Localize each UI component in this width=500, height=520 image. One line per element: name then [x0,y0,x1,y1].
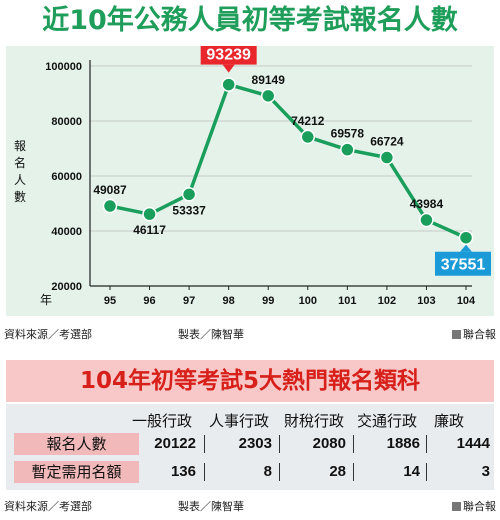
table-cell: 2080 [312,435,346,452]
y-tick-label: 100000 [45,61,82,73]
data-point [340,142,355,157]
column-header: 廉政 [434,412,465,430]
table-cell: 8 [263,463,272,480]
source-line: 資料來源／考選部 製表／陳智華 聯合報 [0,326,500,344]
y-axis-label-char: 報 [14,139,26,153]
x-tick-label: 101 [338,295,356,307]
x-tick-label: 96 [143,295,155,307]
column-divider [204,463,205,481]
x-tick-label: 99 [262,295,274,307]
data-point [458,230,474,245]
source-text: 資料來源／考選部 [4,500,92,513]
chart-panel: 20000 40000 60000 80000 100000 報名人數年 95 96 97 98 9… [6,42,494,316]
table-cell: 1444 [456,435,490,452]
x-unit-label: 年 [40,293,52,307]
data-label: 66724 [370,135,404,149]
data-point [379,150,395,165]
data-point [142,206,157,222]
table-cell: 14 [403,463,420,480]
data-label: 74212 [291,114,325,128]
y-tick-label: 80000 [51,116,82,128]
data-label: 93239 [206,47,251,64]
column-header: 財稅行政 [284,412,345,430]
column-divider [426,435,427,453]
x-tick-label: 104 [457,295,476,307]
table-title: 104年初等考試5大熱門報名類科 [6,360,494,402]
x-tick-label: 95 [104,295,116,307]
y-axis-label-char: 名 [14,155,26,170]
table-cell: 28 [329,463,346,480]
column-divider [353,463,354,481]
data-point [260,88,276,104]
chart-title: 近10年公務人員初等考試報名人數 [42,5,458,36]
series-line [109,82,467,240]
max-label-box [200,42,257,65]
last-label-pointer [460,244,472,252]
data-point [300,129,316,145]
category-table: 一般行政 人事行政 財稅行政 交通行政 廉政 報名人數 20122 2303 2… [6,404,494,490]
x-tick-label: 97 [183,295,195,307]
x-tick-label: 102 [378,295,396,307]
y-tick-label: 60000 [51,171,82,183]
column-header: 交通行政 [357,412,418,430]
column-divider [279,435,280,453]
x-tick-label: 103 [417,295,435,307]
data-label: 43984 [410,197,444,211]
column-divider [204,435,205,453]
table-cell: 3 [481,463,490,480]
y-axis-label-char: 數 [14,190,26,204]
data-point [102,198,118,214]
max-label-pointer [222,64,235,73]
credit-text: 聯合報 [452,498,496,514]
x-tick-label: 98 [223,295,235,307]
last-label-box [435,251,491,276]
data-label: 49087 [93,183,127,197]
data-label: 46117 [133,223,166,237]
row-label: 暫定需用名額 [14,461,139,483]
table-cell: 1886 [386,435,420,452]
table-cell: 20122 [154,435,196,452]
data-label: 37551 [441,257,486,274]
column-divider [353,435,354,453]
credit-text: 聯合報 [452,326,496,342]
column-divider [279,463,280,481]
maker-text: 製表／陳智華 [178,328,244,341]
x-tick-label: 100 [299,295,317,307]
source-text: 資料來源／考選部 [4,328,92,341]
column-header: 一般行政 [132,412,193,430]
data-label: 89149 [252,73,286,87]
data-label: 69578 [331,127,365,141]
maker-text: 製表／陳智華 [178,500,244,513]
data-point [181,187,197,202]
data-label: 53337 [172,203,206,217]
table-cell: 136 [170,463,196,480]
row-label: 報名人數 [14,433,139,455]
y-tick-label: 20000 [51,281,82,293]
column-header: 人事行政 [209,412,270,430]
column-divider [426,463,427,481]
data-point [419,212,434,228]
y-axis-label-char: 人 [14,173,26,187]
table-cell: 2303 [238,435,272,452]
y-tick-label: 40000 [51,226,82,238]
source-line: 資料來源／考選部 製表／陳智華 聯合報 [0,498,500,516]
data-point [221,77,236,92]
